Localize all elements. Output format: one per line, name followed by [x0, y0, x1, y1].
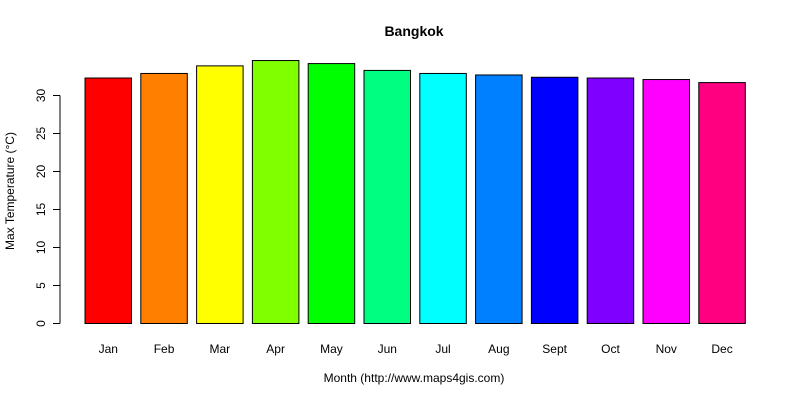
bar-mar — [196, 65, 244, 325]
y-tick-label: 10 — [34, 241, 48, 255]
bar-oct — [586, 77, 635, 324]
x-tick-label: Oct — [601, 342, 620, 356]
bar-jan — [84, 77, 132, 324]
bar-jun — [363, 69, 411, 324]
x-tick-label: Jul — [435, 342, 450, 356]
y-axis-label: Max Temperature (°C) — [3, 132, 17, 250]
bar-jul — [419, 72, 467, 324]
bar-sept — [530, 76, 579, 325]
bar-may — [307, 63, 356, 325]
x-tick-label: Sept — [542, 342, 567, 356]
y-tick-label: 5 — [34, 282, 48, 289]
x-tick-label: Mar — [210, 342, 231, 356]
y-tick-label: 20 — [34, 165, 48, 179]
bar-aug — [475, 74, 523, 325]
y-tick-label: 0 — [34, 320, 48, 327]
bar-apr — [251, 60, 300, 324]
x-axis-label: Month (http://www.maps4gis.com) — [324, 371, 505, 385]
y-axis: 0 5 10 15 20 25 30 — [34, 89, 61, 327]
x-tick-labels: Jan Feb Mar Apr May Jun Jul Aug Sept Oct Nov Dec — [99, 342, 733, 356]
y-tick-label: 30 — [34, 89, 48, 103]
y-tick-label: 25 — [34, 127, 48, 141]
x-tick-label: May — [320, 342, 343, 356]
bar-feb — [140, 72, 188, 324]
y-tick-label: 15 — [34, 203, 48, 217]
x-tick-label: Aug — [488, 342, 509, 356]
x-tick-label: Nov — [656, 342, 677, 356]
bar-nov — [642, 79, 690, 325]
x-tick-label: Feb — [154, 342, 175, 356]
x-tick-label: Jan — [99, 342, 118, 356]
bars — [84, 60, 746, 325]
bar-dec — [698, 82, 746, 324]
x-tick-label: Apr — [266, 342, 285, 356]
chart-title: Bangkok — [384, 23, 443, 39]
x-tick-label: Jun — [378, 342, 397, 356]
x-tick-label: Dec — [711, 342, 732, 356]
